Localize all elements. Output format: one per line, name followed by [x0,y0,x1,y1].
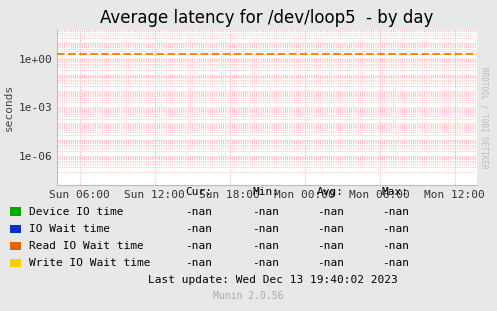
Text: Device IO time: Device IO time [29,207,123,217]
Text: -nan: -nan [185,224,212,234]
Text: -nan: -nan [317,224,344,234]
Title: Average latency for /dev/loop5  - by day: Average latency for /dev/loop5 - by day [100,9,434,27]
Text: -nan: -nan [317,258,344,268]
Text: -nan: -nan [185,241,212,251]
Text: -nan: -nan [382,207,409,217]
Text: Read IO Wait time: Read IO Wait time [29,241,144,251]
Text: -nan: -nan [185,258,212,268]
Y-axis label: seconds: seconds [4,84,14,131]
Text: -nan: -nan [252,241,279,251]
Text: -nan: -nan [382,224,409,234]
Text: -nan: -nan [252,224,279,234]
Text: -nan: -nan [382,241,409,251]
Text: Munin 2.0.56: Munin 2.0.56 [213,291,284,301]
Text: Min:: Min: [252,188,279,197]
Text: RRDTOOL / TOBI OETIKER: RRDTOOL / TOBI OETIKER [480,67,489,169]
Text: Avg:: Avg: [317,188,344,197]
Text: -nan: -nan [252,207,279,217]
Text: -nan: -nan [317,207,344,217]
Text: -nan: -nan [382,258,409,268]
Text: Cur:: Cur: [185,188,212,197]
Text: -nan: -nan [185,207,212,217]
Text: Max:: Max: [382,188,409,197]
Text: Last update: Wed Dec 13 19:40:02 2023: Last update: Wed Dec 13 19:40:02 2023 [149,275,398,285]
Text: -nan: -nan [317,241,344,251]
Text: -nan: -nan [252,258,279,268]
Text: Write IO Wait time: Write IO Wait time [29,258,150,268]
Text: IO Wait time: IO Wait time [29,224,110,234]
